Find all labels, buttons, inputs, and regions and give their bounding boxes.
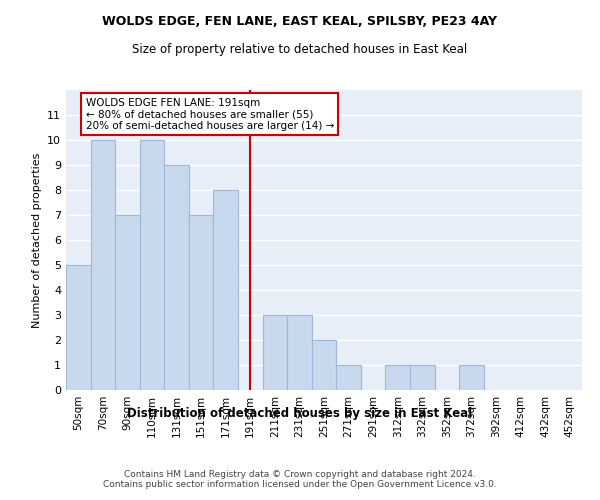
Bar bbox=[385, 365, 410, 390]
Text: WOLDS EDGE, FEN LANE, EAST KEAL, SPILSBY, PE23 4AY: WOLDS EDGE, FEN LANE, EAST KEAL, SPILSBY… bbox=[103, 15, 497, 28]
Text: Contains HM Land Registry data © Crown copyright and database right 2024.
Contai: Contains HM Land Registry data © Crown c… bbox=[103, 470, 497, 490]
Bar bbox=[115, 215, 140, 390]
Bar bbox=[312, 340, 336, 390]
Bar bbox=[287, 315, 312, 390]
Bar bbox=[336, 365, 361, 390]
Text: WOLDS EDGE FEN LANE: 191sqm
← 80% of detached houses are smaller (55)
20% of sem: WOLDS EDGE FEN LANE: 191sqm ← 80% of det… bbox=[86, 98, 334, 130]
Bar bbox=[189, 215, 214, 390]
Bar bbox=[459, 365, 484, 390]
Text: Size of property relative to detached houses in East Keal: Size of property relative to detached ho… bbox=[133, 42, 467, 56]
Y-axis label: Number of detached properties: Number of detached properties bbox=[32, 152, 41, 328]
Bar bbox=[91, 140, 115, 390]
Bar bbox=[263, 315, 287, 390]
Bar bbox=[66, 265, 91, 390]
Bar bbox=[164, 165, 189, 390]
Bar bbox=[410, 365, 434, 390]
Text: Distribution of detached houses by size in East Keal: Distribution of detached houses by size … bbox=[127, 408, 473, 420]
Bar bbox=[214, 190, 238, 390]
Bar bbox=[140, 140, 164, 390]
